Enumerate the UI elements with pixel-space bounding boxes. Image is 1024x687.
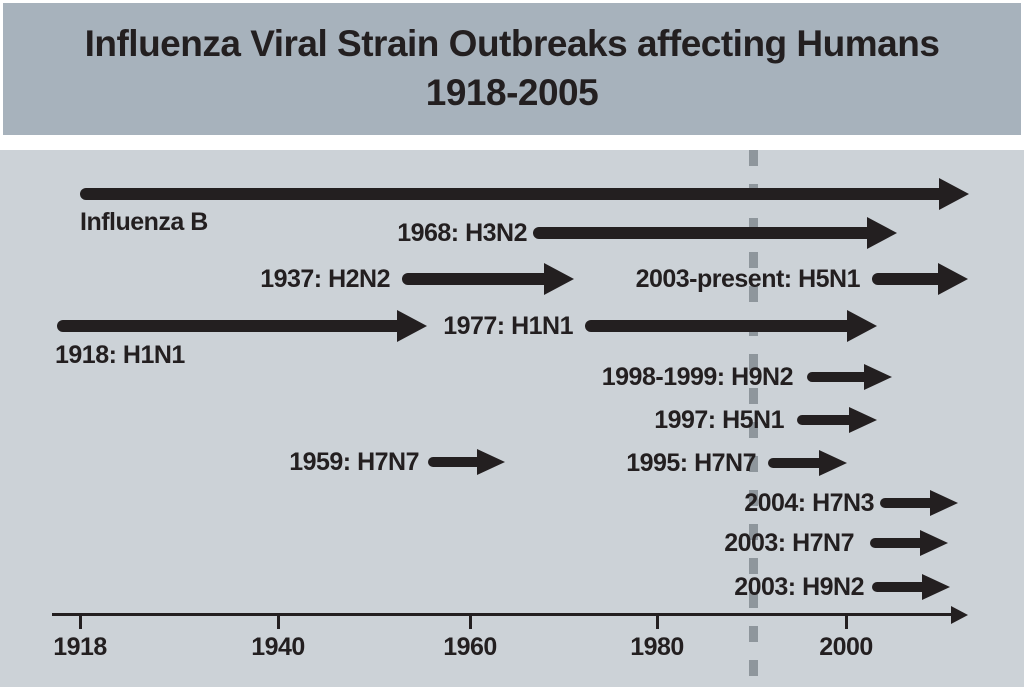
arrowhead-icon [938, 263, 968, 295]
timeline-label-1997-h5n1: 1997: H5N1 [654, 406, 784, 434]
arrow-shaft [585, 320, 851, 332]
x-axis-arrowhead-icon [951, 606, 968, 624]
arrow-shaft [428, 457, 481, 467]
x-axis-line [52, 613, 952, 616]
axis-tick-1980 [656, 615, 659, 629]
axis-tick-1918 [79, 615, 82, 629]
timeline-label-1937-h2n2: 1937: H2N2 [260, 265, 390, 293]
timeline-arrow-1995-h7n7 [768, 450, 847, 476]
timeline-chart-area: Influenza B 1968: H3N2 1937: H2N2 2003-pres… [0, 150, 1024, 687]
timeline-arrow-1977-h1n1 [585, 310, 877, 342]
axis-tick-label-1980: 1980 [630, 633, 684, 661]
arrowhead-icon [544, 263, 574, 295]
timeline-arrow-influenza-b [80, 178, 969, 210]
chart-title-line1: Influenza Viral Strain Outbreaks affecti… [84, 23, 940, 64]
arrowhead-icon [867, 217, 897, 249]
arrow-shaft [797, 415, 853, 425]
chart-title-line2: 1918-2005 [425, 72, 599, 113]
arrowhead-icon [477, 449, 505, 475]
timeline-label-influenza-b: Influenza B [80, 208, 208, 236]
axis-tick-1940 [277, 615, 280, 629]
arrowhead-icon [847, 310, 877, 342]
arrowhead-icon [864, 364, 892, 390]
arrow-shaft [807, 372, 868, 382]
timeline-arrow-2004-h7n3 [880, 490, 958, 516]
timeline-label-1968-h3n2: 1968: H3N2 [397, 219, 527, 247]
arrow-shaft [57, 320, 401, 332]
timeline-label-2003-h9n2: 2003: H9N2 [734, 573, 864, 601]
arrow-shaft [870, 538, 924, 548]
timeline-label-1995-h7n7: 1995: H7N7 [626, 449, 756, 477]
reference-dashed-line [749, 150, 758, 687]
timeline-label-2003-present-h5n1: 2003-present: H5N1 [635, 265, 861, 293]
timeline-label-2003-h7n7: 2003: H7N7 [724, 529, 854, 557]
timeline-label-1918-h1n1: 1918: H1N1 [55, 341, 185, 369]
timeline-arrow-1918-h1n1 [57, 310, 427, 342]
timeline-label-2004-h7n3: 2004: H7N3 [744, 489, 874, 517]
axis-tick-2000 [845, 615, 848, 629]
title-banner: Influenza Viral Strain Outbreaks affecti… [3, 3, 1021, 135]
timeline-arrow-2003-h7n7 [870, 530, 948, 556]
timeline-arrow-2003-present-h5n1 [872, 263, 968, 295]
arrow-shaft [402, 273, 548, 285]
timeline-label-1959-h7n7: 1959: H7N7 [289, 448, 419, 476]
timeline-arrow-1997-h5n1 [797, 407, 877, 433]
arrowhead-icon [819, 450, 847, 476]
arrow-shaft [768, 458, 823, 468]
arrowhead-icon [930, 490, 958, 516]
arrowhead-icon [922, 574, 950, 600]
arrowhead-icon [920, 530, 948, 556]
timeline-arrow-1959-h7n7 [428, 449, 505, 475]
arrow-shaft [880, 498, 934, 508]
axis-tick-label-1918: 1918 [53, 633, 107, 661]
arrow-shaft [872, 273, 942, 285]
arrowhead-icon [397, 310, 427, 342]
axis-tick-label-1960: 1960 [443, 633, 497, 661]
arrow-shaft [872, 582, 926, 592]
timeline-label-1998-1999-h9n2: 1998-1999: H9N2 [601, 363, 794, 391]
timeline-arrow-1968-h3n2 [533, 217, 897, 249]
arrowhead-icon [849, 407, 877, 433]
arrow-shaft [80, 188, 943, 200]
axis-tick-1960 [469, 615, 472, 629]
axis-tick-label-2000: 2000 [819, 633, 873, 661]
axis-tick-label-1940: 1940 [251, 633, 305, 661]
timeline-arrow-1937-h2n2 [402, 263, 574, 295]
timeline-label-1977-h1n1: 1977: H1N1 [443, 312, 573, 340]
timeline-arrow-1998-1999-h9n2 [807, 364, 892, 390]
arrowhead-icon [939, 178, 969, 210]
timeline-arrow-2003-h9n2 [872, 574, 950, 600]
arrow-shaft [533, 227, 871, 239]
